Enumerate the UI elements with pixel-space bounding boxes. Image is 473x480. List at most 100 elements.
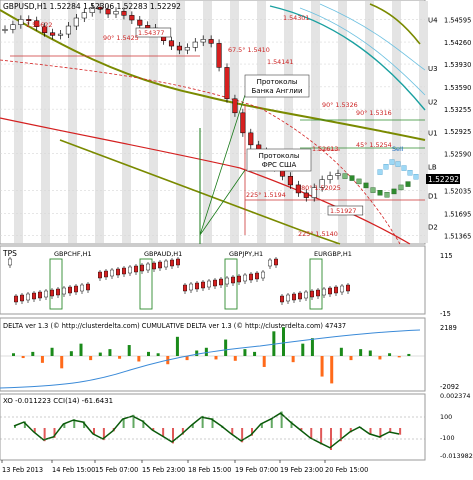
xo-bar bbox=[399, 428, 402, 435]
forecast-candle bbox=[363, 182, 369, 189]
tps-candle bbox=[26, 293, 31, 301]
y-tick-label: 1.52035 bbox=[444, 188, 471, 196]
current-price-tag: 1.52292 bbox=[426, 174, 460, 184]
delta-bar bbox=[253, 351, 257, 356]
xo-bar bbox=[241, 428, 244, 443]
channel-teal bbox=[269, 5, 426, 111]
delta-bar bbox=[156, 353, 160, 356]
y-tick-label: 1.51695 bbox=[444, 210, 471, 218]
delta-bar bbox=[291, 356, 295, 363]
session-band bbox=[230, 1, 239, 243]
forecast-candle bbox=[398, 184, 404, 191]
ma-olive-upper bbox=[369, 3, 421, 45]
xo-bar bbox=[142, 420, 145, 428]
tps-candle bbox=[109, 269, 114, 277]
callout-box bbox=[246, 148, 312, 172]
tps-candle bbox=[261, 271, 266, 279]
forecast-candle-blue bbox=[377, 169, 383, 175]
tps-candle bbox=[151, 262, 156, 270]
candle-body bbox=[34, 20, 40, 27]
tps-title: TPS bbox=[2, 249, 17, 258]
tps-candle bbox=[97, 271, 102, 279]
current-price-value: 1.52292 bbox=[428, 175, 459, 184]
xo-bar bbox=[102, 428, 105, 441]
annotation-label: 1.52613 bbox=[312, 145, 338, 153]
annotation-label: 225° 1.5194 bbox=[246, 191, 286, 199]
candle-body bbox=[10, 24, 16, 30]
forecast-candle bbox=[370, 187, 376, 193]
delta-bar bbox=[320, 356, 324, 377]
delta-bar bbox=[69, 351, 73, 356]
tps-candle bbox=[121, 267, 126, 275]
xo-bar bbox=[349, 428, 352, 433]
xo-bar bbox=[93, 428, 95, 435]
xo-cci-panel: XO -0.011223 CCI(14) -61.6431 0.002374 10… bbox=[0, 392, 473, 461]
candle-body bbox=[224, 67, 230, 100]
xo-bar bbox=[231, 428, 234, 435]
xo-bar bbox=[369, 428, 372, 435]
candle-body bbox=[200, 39, 206, 43]
candle-body bbox=[232, 98, 238, 114]
candle-body bbox=[137, 19, 143, 26]
level-label: D1 bbox=[428, 192, 438, 200]
delta-bar bbox=[79, 343, 83, 356]
delta-bar bbox=[147, 351, 150, 356]
forecast-candle bbox=[342, 173, 348, 179]
tps-candle bbox=[322, 288, 327, 296]
x-tick-label: 13 Feb 2013 bbox=[2, 466, 43, 474]
callout-text: ФРС США bbox=[262, 161, 297, 169]
session-band bbox=[176, 1, 185, 243]
delta-bar bbox=[21, 356, 25, 359]
candle-body bbox=[145, 25, 151, 29]
xo-y-label: 100 bbox=[440, 413, 452, 421]
annotation-label: 90° 1.5326 bbox=[322, 101, 358, 109]
candle-body bbox=[129, 15, 135, 21]
callout-text: Банка Англии bbox=[251, 87, 302, 95]
forecast-candle-blue bbox=[407, 170, 413, 176]
tps-candle bbox=[32, 292, 37, 300]
level-label: U4 bbox=[428, 17, 438, 25]
delta-y-label: -2092 bbox=[440, 383, 459, 391]
candle-body bbox=[168, 40, 175, 47]
tps-candle bbox=[73, 285, 78, 293]
tps-candle bbox=[7, 258, 12, 266]
tps-pair-label: GBPAUD,H1 bbox=[144, 250, 182, 258]
delta-bar bbox=[368, 350, 372, 356]
level-label: LB bbox=[428, 164, 437, 172]
session-band bbox=[419, 1, 428, 243]
xo-bar bbox=[211, 418, 214, 428]
candle-body bbox=[57, 33, 64, 36]
candle-body bbox=[303, 192, 309, 198]
annotation-label: 1.54622 bbox=[26, 21, 52, 29]
xo-bar bbox=[14, 425, 16, 428]
delta-bar bbox=[224, 339, 228, 356]
tps-candle bbox=[212, 279, 217, 287]
level-labels: U4 U3 U2 U1 LB D1 D2 bbox=[428, 17, 438, 232]
y-tick-label: 1.52925 bbox=[444, 128, 471, 136]
delta-bar bbox=[243, 349, 247, 356]
tps-candle bbox=[50, 289, 55, 297]
delta-bar bbox=[272, 331, 276, 356]
tps-candle bbox=[298, 292, 303, 300]
tps-highlight bbox=[49, 258, 63, 310]
tps-candle bbox=[182, 284, 187, 292]
delta-bar bbox=[339, 347, 343, 356]
forecast-candle bbox=[391, 188, 397, 195]
xo-bar bbox=[280, 411, 283, 428]
xo-bar bbox=[300, 428, 303, 431]
xo-bar bbox=[339, 428, 342, 442]
annotation-label: 1.54377 bbox=[138, 29, 164, 37]
time-axis: 13 Feb 2013 14 Feb 15:00 15 Feb 07:00 15 Fe… bbox=[1, 460, 368, 474]
candle-body bbox=[295, 184, 301, 194]
xo-bar bbox=[132, 414, 135, 428]
xo-y-axis: 0.002374 100 -100 -0.013982 bbox=[440, 392, 473, 460]
forecast-candle-blue bbox=[383, 164, 389, 170]
annotation-label: 1.54301 bbox=[283, 14, 309, 22]
cumulative-delta-line bbox=[0, 329, 421, 389]
candle-body bbox=[50, 32, 56, 36]
candle-body bbox=[319, 179, 325, 188]
y-tick-label: 1.53930 bbox=[444, 61, 471, 69]
xo-bar bbox=[162, 428, 165, 437]
candle-body bbox=[287, 175, 293, 186]
